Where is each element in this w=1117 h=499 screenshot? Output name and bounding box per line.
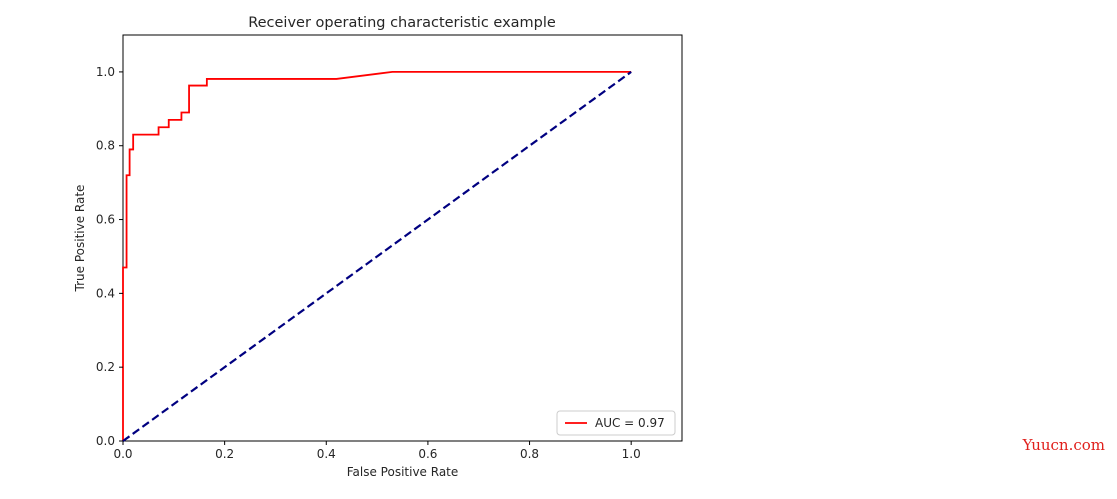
y-tick-label: 0.4 <box>96 286 115 300</box>
chart-title: Receiver operating characteristic exampl… <box>248 15 556 31</box>
x-tick-label: 0.0 <box>113 447 132 461</box>
y-tick-label: 0.0 <box>96 434 115 448</box>
watermark-text: Yuucn.com <box>1022 436 1105 454</box>
x-axis: 0.0 0.2 0.4 0.6 0.8 1.0 <box>113 441 641 461</box>
y-tick-label: 0.8 <box>96 139 115 153</box>
x-tick-label: 0.6 <box>418 447 437 461</box>
roc-curve-line <box>122 71 632 441</box>
y-axis: 0.0 0.2 0.4 0.6 0.8 1.0 <box>96 65 123 448</box>
y-axis-label: True Positive Rate <box>73 185 87 293</box>
legend-box <box>556 410 676 436</box>
y-tick-label: 1.0 <box>96 65 115 79</box>
series-layer <box>122 71 632 442</box>
chance-diagonal-line <box>122 71 632 442</box>
y-tick-label: 0.2 <box>96 360 115 374</box>
legend: AUC = 0.97 <box>556 410 676 436</box>
x-tick-label: 1.0 <box>622 447 641 461</box>
plot-area <box>122 34 683 442</box>
x-tick-label: 0.2 <box>215 447 234 461</box>
x-tick-label: 0.8 <box>520 447 539 461</box>
x-tick-label: 0.4 <box>317 447 336 461</box>
y-tick-label: 0.6 <box>96 213 115 227</box>
legend-label: AUC = 0.97 <box>595 416 665 430</box>
x-axis-label: False Positive Rate <box>347 465 459 479</box>
